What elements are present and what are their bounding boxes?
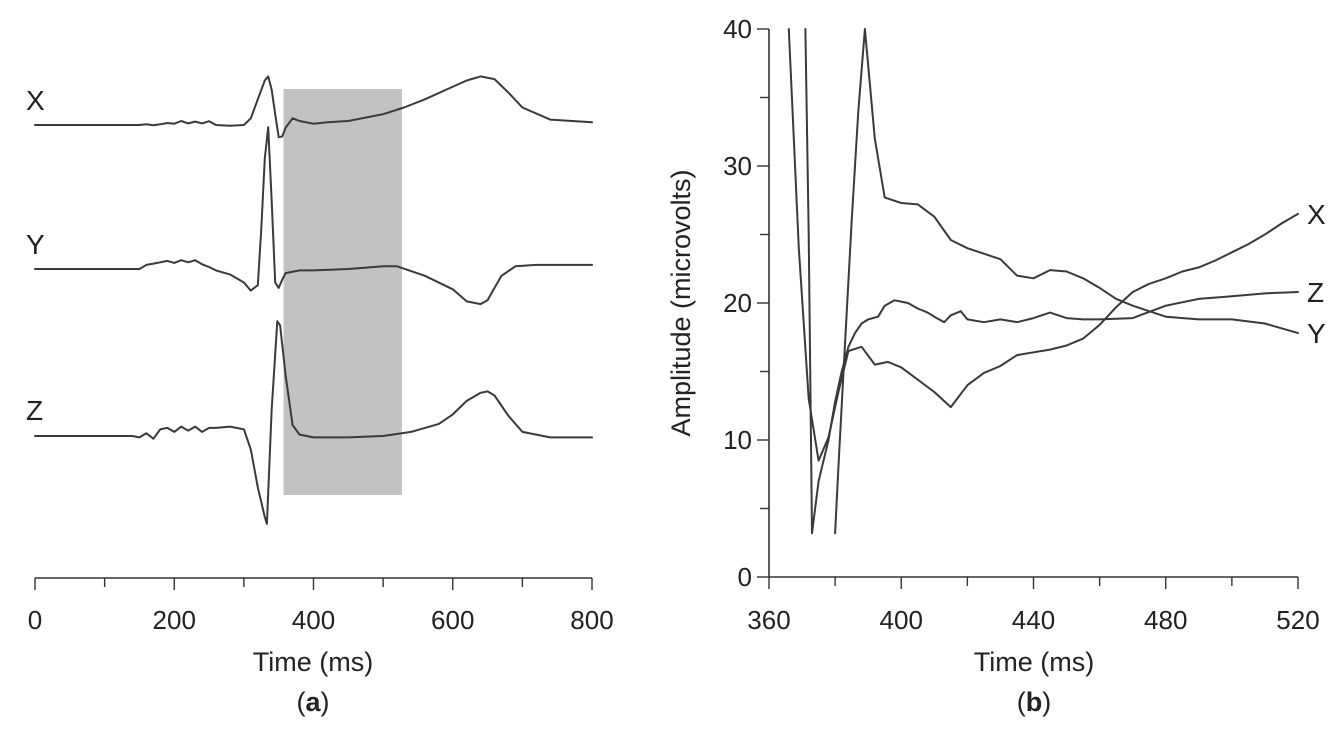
trace-z <box>34 320 593 525</box>
x-tick-label-360: 360 <box>747 605 790 635</box>
x-tick-label-800: 800 <box>570 605 613 635</box>
trace-label-y: Y <box>1307 318 1326 349</box>
x-tick-label-520: 520 <box>1276 605 1319 635</box>
shaded-time-window <box>283 89 402 495</box>
trace-label-x: X <box>26 85 45 116</box>
x-tick-label-480: 480 <box>1144 605 1187 635</box>
panel-a-label-letter: a <box>305 687 321 717</box>
trace-y <box>34 126 593 306</box>
panel-a-x-axis-title: Time (ms) <box>253 647 373 677</box>
panel-b-label: (b) <box>1017 687 1052 717</box>
trace-label-z: Z <box>26 395 43 426</box>
panel-a-trace-labels: X Y Z <box>26 85 45 426</box>
x-tick-label-440: 440 <box>1012 605 1055 635</box>
trace-label-x: X <box>1307 199 1326 230</box>
trace-x <box>787 28 1299 462</box>
panel-b-label-letter: b <box>1026 687 1043 717</box>
panel-a-x-ticks: 0 200 400 600 800 <box>28 578 614 635</box>
x-tick-label-400: 400 <box>880 605 923 635</box>
panel-b-y-ticks: 0 10 20 30 40 <box>723 14 769 592</box>
trace-label-y: Y <box>26 229 45 260</box>
panel-a-label: (a) <box>296 687 329 717</box>
trace-label-z: Z <box>1307 277 1324 308</box>
x-tick-label-600: 600 <box>431 605 474 635</box>
panel-a: X Y Z 0 200 400 600 800 Time (ms) (a) <box>26 75 614 717</box>
y-tick-label-0: 0 <box>738 562 752 592</box>
trace-z <box>804 28 1299 535</box>
panel-b-y-axis-title: Amplitude (microvolts) <box>666 169 696 436</box>
x-tick-label-0: 0 <box>28 605 42 635</box>
y-tick-label-10: 10 <box>723 425 752 455</box>
panel-b-trace-labels: X ZY <box>1307 199 1326 349</box>
panel-a-traces <box>34 75 593 525</box>
panel-b-traces <box>787 28 1299 535</box>
x-tick-label-200: 200 <box>153 605 196 635</box>
y-tick-label-20: 20 <box>723 288 752 318</box>
y-tick-label-40: 40 <box>723 14 752 44</box>
panel-b-x-axis-title: Time (ms) <box>974 647 1094 677</box>
trace-y <box>834 28 1299 535</box>
panel-b-x-ticks: 360 400 440 480 520 <box>747 577 1320 635</box>
trace-x <box>34 75 593 139</box>
y-tick-label-30: 30 <box>723 151 752 181</box>
x-tick-label-400: 400 <box>292 605 335 635</box>
